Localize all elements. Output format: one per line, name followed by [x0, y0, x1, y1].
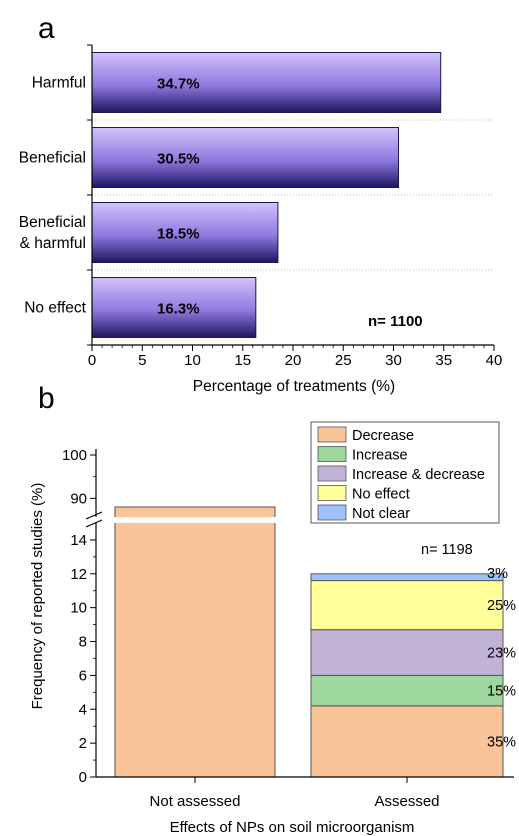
panel-b-chart: 35% 15% 23% 25% 3% 0 2 4 6 8 10 12 14 90 100 Not assess…: [62, 447, 516, 810]
panel-a-sample-size: n= 1100: [368, 313, 423, 330]
bar-value-label: 16.3%: [157, 301, 200, 318]
x-tick-label: 30: [385, 352, 402, 369]
segment-label: 35%: [487, 734, 516, 750]
axis-break-gap: [84, 517, 282, 523]
legend-swatch: [317, 426, 347, 443]
panel-a-x-axis-label: Percentage of treatments (%): [193, 378, 395, 395]
y-tick-label: 10: [70, 600, 87, 617]
legend-label: No effect: [352, 487, 410, 503]
panel-b-sample-size: n= 1198: [421, 542, 473, 558]
legend-label: Not clear: [352, 506, 410, 522]
bar-value-label: 18.5%: [157, 226, 200, 243]
panel-a-chart: 34.7% Harmful 30.5% Beneficial 18.5% Benefici…: [19, 44, 503, 369]
category-label: Harmful: [32, 75, 86, 92]
category-label: No effect: [24, 300, 86, 317]
category-label: Beneficial & harmful: [19, 214, 86, 252]
bar: [91, 277, 257, 338]
bar: [91, 52, 442, 113]
x-tick-label: 15: [234, 352, 251, 369]
y-tick-label: 90: [70, 490, 87, 507]
segment-label: 3%: [487, 566, 508, 582]
x-tick-label: 5: [138, 352, 146, 369]
panel-a-label: a: [38, 12, 55, 45]
y-tick-label: 6: [79, 667, 87, 684]
axis-break-mark: [85, 511, 103, 520]
x-tick-label: 25: [335, 352, 352, 369]
bar-segment: [310, 629, 504, 676]
x-tick-label: 10: [184, 352, 201, 369]
bar-not-assessed: [114, 506, 276, 778]
axis-break-mark: [85, 519, 103, 528]
legend-swatch: [317, 446, 347, 462]
y-tick-label: 14: [70, 532, 87, 549]
x-tick-label: 0: [88, 352, 96, 369]
x-tick-label: 40: [486, 352, 503, 369]
y-tick-label: 100: [62, 447, 87, 464]
bar-value-label: 34.7%: [157, 76, 200, 93]
segment-label: 23%: [487, 646, 516, 662]
y-tick-label: 2: [79, 735, 87, 752]
y-tick-label: 12: [70, 566, 87, 583]
bar-value-label: 30.5%: [157, 151, 200, 168]
x-tick-label: 20: [285, 352, 302, 369]
y-tick-label: 8: [79, 634, 87, 651]
x-tick-label: 35: [435, 352, 452, 369]
category-label: Beneficial: [19, 150, 86, 167]
segment-label: 15%: [487, 684, 516, 700]
bar-segment: [310, 705, 504, 778]
segment-label: 25%: [487, 598, 516, 614]
bar-segment: [310, 580, 504, 631]
category-label: Not assessed: [150, 793, 241, 810]
y-tick-label: 0: [79, 769, 87, 786]
panel-b-label: b: [38, 382, 55, 415]
category-label: Assessed: [374, 793, 439, 810]
y-tick-label: 4: [79, 701, 87, 718]
bar-segment: [310, 674, 504, 707]
legend-label: Increase & decrease: [352, 467, 485, 483]
legend-swatch: [317, 504, 347, 521]
panel-b-y-axis-label: Frequency of reported studies (%): [29, 483, 46, 710]
bar: [91, 127, 400, 188]
panel-b-x-axis-label: Effects of NPs on soil microorganism: [170, 819, 415, 836]
legend-label: Decrease: [352, 428, 414, 444]
bar-segment: [310, 573, 504, 582]
legend-label: Increase: [352, 448, 408, 464]
legend-swatch: [317, 485, 347, 501]
legend-swatch: [317, 465, 347, 482]
panel-b-legend: Decrease Increase Increase & decrease No ef…: [310, 421, 500, 524]
